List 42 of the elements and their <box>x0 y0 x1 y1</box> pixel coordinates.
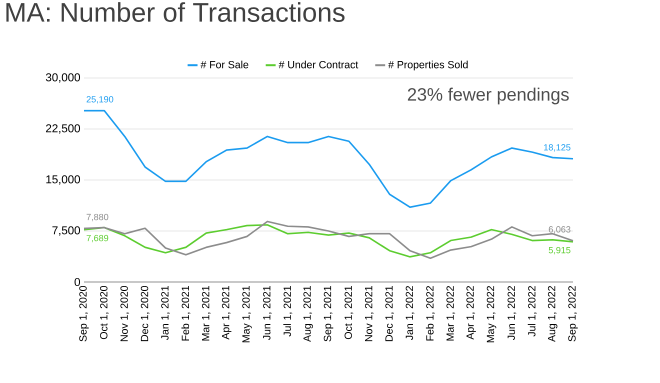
x-tick-label: Jul 1, 2021 <box>283 286 292 337</box>
x-tick-label: Jan 1, 2022 <box>406 286 414 340</box>
x-tick-label: Nov 1, 2021 <box>364 286 374 342</box>
data-label: 25,190 <box>86 96 114 104</box>
x-tick-label: Jun 1, 2022 <box>508 286 516 340</box>
y-tick-label: 0 <box>74 278 80 286</box>
y-tick-label: 22,500 <box>46 124 80 134</box>
x-tick-label: Jul 1, 2022 <box>528 286 537 337</box>
data-label: 6,063 <box>548 226 570 234</box>
x-tick-label: Dec 1, 2021 <box>385 286 394 342</box>
x-tick-label: Oct 1, 2021 <box>344 286 354 340</box>
x-tick-label: Feb 1, 2021 <box>181 286 190 340</box>
x-tick-label: Jan 1, 2021 <box>161 286 170 340</box>
x-tick-label: Nov 1, 2020 <box>120 286 130 342</box>
x-tick-label: Aug 1, 2022 <box>548 286 558 342</box>
legend-label: # For Sale <box>200 60 248 68</box>
x-tick-label: Aug 1, 2021 <box>303 286 313 342</box>
data-label: 5,915 <box>548 246 570 254</box>
x-tick-label: May 1, 2022 <box>486 286 496 342</box>
x-tick-label: Dec 1, 2020 <box>140 286 150 342</box>
data-label: 7,880 <box>86 214 108 222</box>
y-tick-label: 30,000 <box>46 73 80 83</box>
chart-title: MA: Number of Transactions <box>6 2 345 22</box>
legend-label: # Properties Sold <box>388 60 468 70</box>
x-tick-label: Oct 1, 2020 <box>100 286 109 340</box>
y-tick-label: 15,000 <box>46 175 80 185</box>
x-tick-label: Sep 1, 2020 <box>79 286 89 342</box>
x-tick-label: Jun 1, 2021 <box>263 286 272 340</box>
line-series <box>83 110 574 208</box>
data-label: 7,689 <box>86 234 108 242</box>
x-tick-label: May 1, 2021 <box>242 286 252 342</box>
x-tick-label: Feb 1, 2022 <box>426 286 435 340</box>
x-tick-label: Apr 1, 2022 <box>466 286 476 340</box>
x-tick-label: Sep 1, 2022 <box>568 286 578 342</box>
x-tick-label: Sep 1, 2021 <box>324 286 334 342</box>
x-tick-label: Mar 1, 2022 <box>446 286 456 340</box>
data-label: 18,125 <box>544 144 570 152</box>
x-tick-label: Mar 1, 2021 <box>202 286 211 340</box>
y-tick-label: 7,500 <box>52 226 80 236</box>
legend-label: # Under Contract <box>278 60 358 68</box>
x-tick-label: Apr 1, 2021 <box>222 286 232 340</box>
annotation: 23% fewer pendings <box>408 88 569 104</box>
